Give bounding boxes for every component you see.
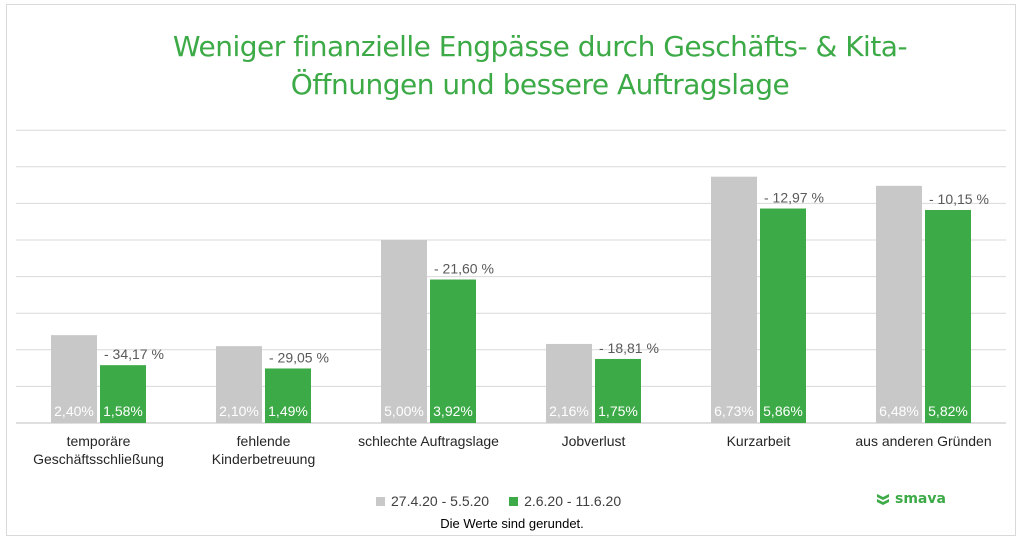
legend-item-series-2: 2.6.20 - 11.6.20 [509,493,621,509]
bar-value-label: 1,58% [103,403,143,419]
chart-title: Weniger finanzielle Engpässe durch Gesch… [0,28,1024,104]
category-label: aus anderen Gründen [855,433,991,449]
category-label: schlechte Auftragslage [358,433,499,449]
bar-series-2-1 [100,365,146,423]
bar-series-2-6 [925,209,971,423]
bar-series-1-1 [51,335,97,423]
bar-value-label: 1,49% [268,403,308,419]
category-label: Kurzarbeit [727,433,791,449]
bar-series-2-2 [265,368,311,423]
category-label: Jobverlust [562,433,626,449]
bar-value-label: 2,10% [219,403,259,419]
category-label: Kinderbetreuung [212,451,316,467]
change-label: - 10,15 % [929,191,989,207]
change-label: - 34,17 % [104,346,164,362]
bar-value-label: 5,86% [763,403,803,419]
legend-item-series-1: 27.4.20 - 5.5.20 [376,493,489,509]
change-label: - 12,97 % [764,190,824,206]
smava-logo-text: smava [895,491,946,507]
bar-value-label: 2,16% [549,403,589,419]
legend-label-series-1: 27.4.20 - 5.5.20 [391,493,490,509]
change-label: - 18,81 % [599,340,659,356]
bar-series-2-3 [430,279,476,423]
category-label: Geschäftsschließung [33,451,164,467]
legend-label-series-2: 2.6.20 - 11.6.20 [524,493,622,509]
legend-swatch-series-2 [509,496,519,506]
chart-title-line-2: Öffnungen und bessere Auftragslage [290,68,790,101]
chart-title-line-1: Weniger finanzielle Engpässe durch Gesch… [172,30,908,63]
bar-series-2-4 [595,358,641,423]
bar-value-label: 1,75% [598,403,638,419]
bar-value-label: 3,92% [433,403,473,419]
change-label: - 29,05 % [269,349,329,365]
bar-series-1-6 [876,185,922,423]
footnote: Die Werte sind gerundet. [440,516,584,531]
bar-value-label: 6,73% [714,403,754,419]
bar-value-label: 6,48% [879,403,919,419]
bar-value-label: 5,00% [384,403,424,419]
smava-logo-icon [877,494,889,505]
chart-frame [6,4,1016,536]
legend-swatch-series-1 [376,496,385,506]
bar-series-1-3 [381,240,427,423]
smava-logo: smava [876,491,946,507]
bar-series-2-5 [760,208,806,423]
bar-series-1-4 [546,343,592,423]
legend: 27.4.20 - 5.5.20 2.6.20 - 11.6.20 [376,492,641,510]
bar-value-label: 2,40% [54,403,94,419]
bar-series-1-5 [711,176,757,423]
bar-value-label: 5,82% [928,403,968,419]
bar-series-1-2 [216,346,262,423]
category-label: temporäre [67,433,131,449]
change-label: - 21,60 % [434,261,494,277]
category-label: fehlende [237,433,291,449]
